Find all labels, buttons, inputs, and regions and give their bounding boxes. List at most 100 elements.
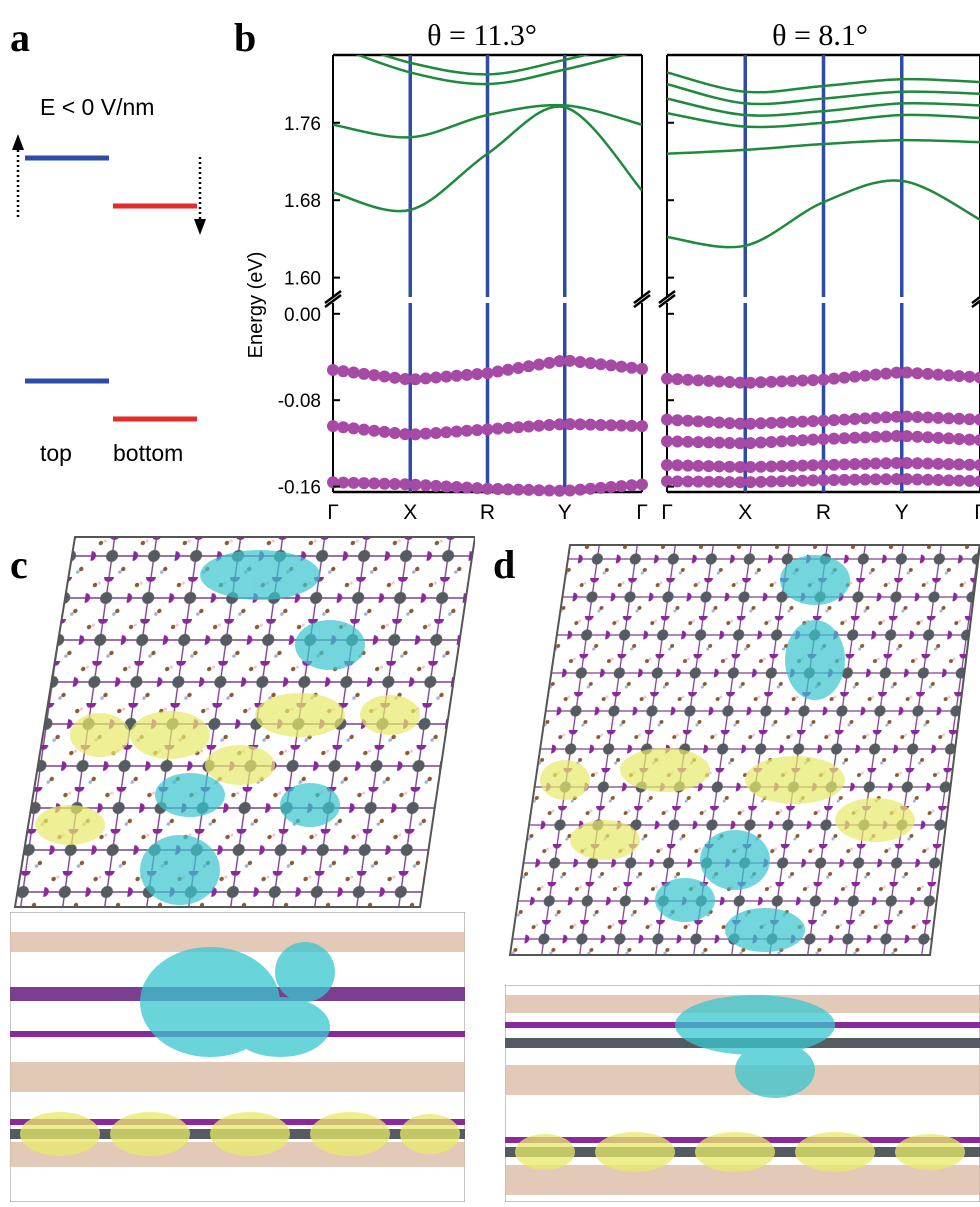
- valence-band-point: [327, 363, 339, 376]
- valence-band-point: [838, 473, 851, 486]
- valence-band-point: [827, 372, 840, 385]
- kpoint-label: R: [816, 501, 831, 524]
- valence-band-point: [692, 374, 705, 387]
- valence-band-point: [963, 413, 976, 426]
- valence-band-point: [859, 412, 872, 425]
- valence-band-point: [671, 414, 684, 427]
- valence-band-point: [409, 478, 422, 491]
- valence-band-point: [807, 433, 820, 446]
- valence-band-point: [533, 358, 545, 371]
- valence-band-point: [723, 476, 736, 489]
- valence-band-point: [702, 475, 715, 488]
- valence-band-point: [440, 480, 453, 493]
- valence-band-point: [357, 423, 370, 436]
- valence-band-point: [553, 355, 566, 368]
- valence-band-point: [869, 473, 882, 486]
- down-arrow-icon: [194, 219, 206, 235]
- valence-band-point: [481, 482, 494, 495]
- panel-label-a: a: [10, 15, 30, 60]
- valence-band-point: [869, 457, 882, 470]
- panel-label-c: c: [10, 542, 28, 587]
- y-axis-label: Energy (eV): [245, 252, 267, 359]
- valence-band-point: [911, 473, 924, 486]
- valence-band-point: [713, 436, 726, 449]
- valence-band-point: [827, 458, 840, 471]
- valence-band-point: [661, 372, 673, 385]
- valence-band-point: [796, 415, 809, 428]
- valence-band-point: [661, 435, 673, 448]
- kpoint-label: Y: [558, 501, 572, 524]
- valence-band-point: [932, 474, 945, 487]
- valence-band-point: [605, 359, 618, 372]
- valence-band-point: [932, 457, 945, 470]
- valence-band-point: [921, 473, 934, 486]
- valence-band-point: [848, 458, 861, 471]
- conduction-band-line: [667, 111, 980, 129]
- conduction-band-line: [354, 55, 629, 86]
- valence-band-point: [615, 360, 628, 373]
- valence-band-point: [848, 370, 861, 383]
- valence-band-point: [440, 426, 453, 439]
- valence-band-point: [713, 475, 726, 488]
- valence-band-point: [471, 424, 484, 437]
- valence-band-point: [734, 437, 747, 450]
- valence-band-point: [807, 459, 820, 472]
- valence-band-point: [681, 414, 694, 427]
- valence-band-point: [327, 420, 339, 433]
- valence-band-point: [605, 419, 618, 432]
- valence-band-point: [963, 370, 976, 383]
- valence-band-point: [838, 432, 851, 445]
- axis-break-mark: [633, 290, 651, 308]
- valence-band-point: [399, 478, 412, 491]
- valence-band-point: [765, 416, 778, 429]
- valence-band-point: [368, 424, 381, 437]
- valence-band-point: [869, 430, 882, 443]
- valence-band-point: [723, 460, 736, 473]
- valence-band-point: [430, 426, 442, 439]
- valence-band-point: [932, 368, 945, 381]
- panel-c-structure-side-view: [10, 912, 465, 1202]
- valence-band-point: [974, 475, 980, 488]
- valence-band-point: [953, 458, 966, 471]
- valence-band-point: [796, 434, 809, 447]
- valence-band-point: [563, 354, 576, 367]
- valence-band-point: [502, 483, 515, 496]
- valence-band-point: [974, 413, 980, 426]
- valence-band-point: [744, 417, 757, 430]
- valence-band-point: [734, 476, 747, 489]
- valence-band-point: [713, 416, 726, 429]
- valence-band-point: [440, 370, 453, 383]
- valence-band-point: [692, 415, 705, 428]
- valence-band-point: [533, 419, 545, 432]
- valence-band-point: [890, 430, 903, 443]
- axis-break-mark: [658, 290, 676, 308]
- panel-a-diagram: E < 0 V/nm top bottom: [12, 94, 206, 466]
- valence-band-point: [378, 425, 391, 438]
- y-tick-label: -0.08: [278, 391, 321, 412]
- panel-d-structure-side-view: [505, 985, 980, 1202]
- valence-band-point: [827, 432, 840, 445]
- valence-band-point: [615, 480, 628, 493]
- plot1-title: θ = 11.3°: [427, 19, 537, 52]
- valence-band-point: [911, 430, 924, 443]
- axis-break-mark: [324, 290, 342, 308]
- valence-band-point: [848, 431, 861, 444]
- valence-band-point: [605, 481, 618, 494]
- valence-band-point: [859, 431, 872, 444]
- valence-band-point: [796, 374, 809, 387]
- valence-band-point: [827, 473, 840, 486]
- y-tick-label: 0.00: [284, 305, 321, 326]
- valence-band-point: [932, 411, 945, 424]
- valence-band-point: [399, 373, 412, 386]
- kpoint-label: Y: [895, 501, 909, 524]
- valence-band-point: [827, 414, 840, 427]
- valence-band-point: [807, 474, 820, 487]
- valence-band-point: [574, 418, 587, 431]
- valence-band-point: [625, 419, 638, 432]
- kpoint-label: X: [403, 501, 417, 524]
- valence-band-point: [347, 366, 360, 379]
- valence-band-point: [900, 430, 913, 443]
- valence-band-point: [807, 374, 820, 387]
- valence-band-point: [388, 371, 401, 384]
- valence-band-point: [702, 460, 715, 473]
